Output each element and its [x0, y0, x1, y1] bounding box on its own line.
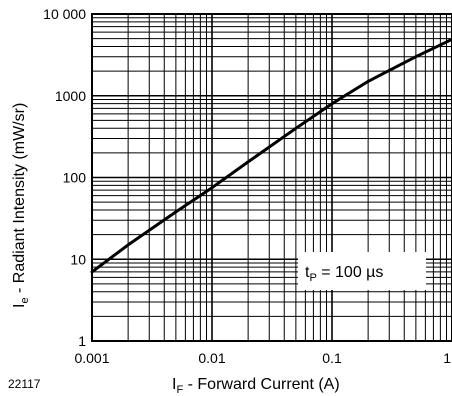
y-axis-label-main: I: [11, 304, 28, 308]
series-curve: [90, 37, 452, 274]
x-axis-label-rest: - Forward Current (A): [183, 376, 339, 393]
x-axis-label: IF - Forward Current (A): [172, 376, 340, 396]
x-tick-label: 0.001: [74, 350, 109, 366]
annotation-sub: P: [309, 272, 316, 284]
y-axis-label: Ie - Radiant Intensity (mW/sr): [11, 103, 31, 308]
annotation-rest: = 100 µs: [317, 264, 384, 281]
annotation-box: tP = 100 µs: [298, 252, 426, 290]
x-tick-label: 1: [443, 350, 451, 366]
y-axis-label-rest: - Radiant Intensity (mW/sr): [11, 103, 28, 298]
annotation-background: [298, 252, 426, 290]
x-tick-label: 0.01: [198, 350, 225, 366]
y-axis-label-sub: e: [19, 297, 31, 303]
plot-frame: [91, 13, 452, 342]
figure-id: 22117: [8, 377, 41, 391]
y-tick-label: 10: [70, 251, 86, 267]
y-tick-label: 100: [63, 170, 87, 186]
tick-labels: 0.001 0.01 0.1 1 1 10 100 1000 10 000: [43, 6, 451, 366]
pulse-width-annotation: tP = 100 µs: [305, 264, 383, 284]
grid-lines: [92, 14, 452, 341]
x-tick-label: 0.1: [322, 350, 342, 366]
y-tick-label: 10 000: [43, 6, 86, 22]
y-tick-label: 1000: [55, 88, 86, 104]
x-axis-label-main: I: [172, 376, 176, 393]
x-axis-label-sub: F: [176, 384, 183, 396]
y-tick-label: 1: [78, 333, 86, 349]
annotation-main: t: [305, 264, 310, 281]
